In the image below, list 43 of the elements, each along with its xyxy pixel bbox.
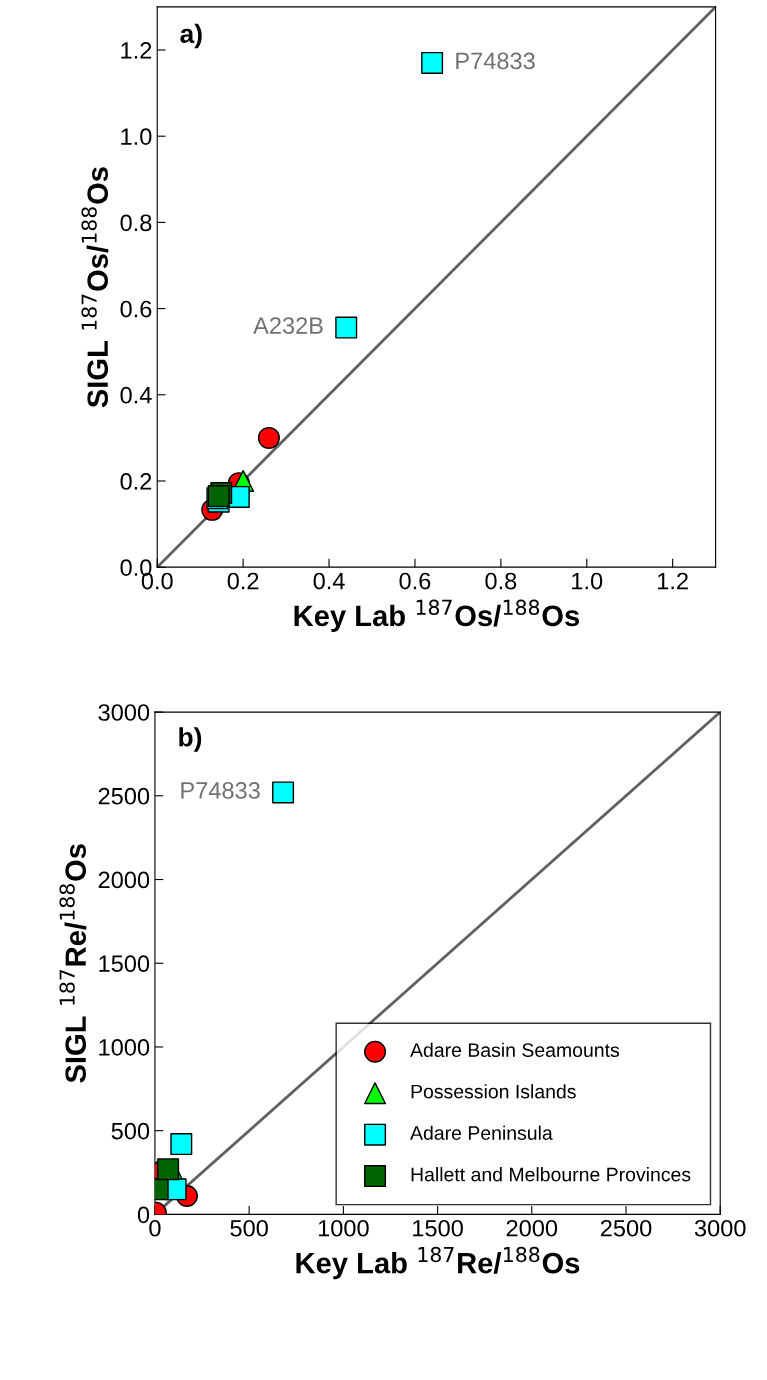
y-tick-label: 0 [137, 1206, 150, 1224]
x-tick-label: 0.8 [485, 572, 517, 590]
y-tick-label: 2000 [98, 871, 150, 889]
point [170, 1133, 193, 1156]
y-tick-label: 2500 [98, 787, 150, 805]
x-tick-label: 1500 [413, 1219, 463, 1237]
legend-label: Hallett and Melbourne Provinces [411, 1167, 691, 1182]
x-tick-label: 500 [230, 1219, 268, 1237]
y-tick-label: 500 [111, 1122, 150, 1140]
annotation: P74833 [181, 782, 260, 799]
annotation: a) [180, 23, 202, 49]
x-tick-label: 0.6 [399, 572, 431, 590]
legend-label: Adare Peninsula [410, 1125, 553, 1140]
y-tick-label: 1500 [99, 955, 150, 973]
y-tick-label: 1000 [99, 1039, 150, 1056]
x-tick-label: 3000 [694, 1219, 746, 1237]
annotation: P74833 [456, 52, 535, 70]
y-tick-label: 0.4 [120, 386, 152, 404]
y-axis-title: SIGL $^{187}$Re/$^{188}$Os [59, 844, 87, 1083]
y-tick-label: 1.0 [121, 128, 152, 145]
x-axis-title: Key Lab $^{187}$Os/$^{188}$Os [294, 599, 580, 632]
x-tick-label: 1.0 [572, 572, 603, 590]
x-tick-label: 1.2 [658, 572, 688, 590]
point [421, 51, 444, 74]
y-tick-label: 3000 [98, 704, 150, 721]
x-tick-label: 0.2 [227, 572, 259, 590]
y-tick-label: 0.6 [120, 300, 152, 318]
x-tick-label: 0.4 [313, 572, 345, 590]
legend-label: Adare Basin Seamounts [410, 1042, 620, 1058]
point [257, 426, 280, 449]
y-tick-label: 0.8 [120, 214, 152, 232]
y-tick-label: 1.2 [121, 42, 152, 59]
x-tick-label: 1000 [318, 1219, 369, 1237]
legend-label: Possession Islands [411, 1084, 576, 1099]
x-tick-label: 2500 [600, 1219, 652, 1237]
point [335, 316, 358, 339]
y-tick-label: 0.2 [120, 473, 152, 490]
y-axis-title: SIGL $^{187}$Os/$^{188}$Os [81, 167, 109, 408]
point [272, 781, 295, 804]
annotation: b) [179, 727, 202, 752]
annotation: A232B [253, 317, 323, 334]
x-tick-label: 2000 [506, 1219, 558, 1237]
x-axis-title: Key Lab $^{187}$Re/$^{188}$Os [296, 1246, 580, 1280]
